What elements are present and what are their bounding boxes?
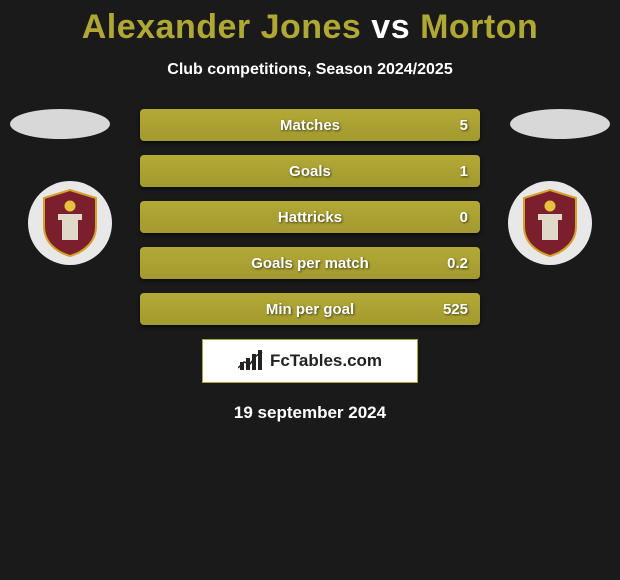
stat-value: 525: [443, 301, 468, 318]
club-crest-left: [28, 181, 112, 265]
page-title: Alexander Jones vs Morton: [0, 0, 620, 47]
stat-label: Matches: [280, 117, 340, 134]
stat-value: 0: [460, 209, 468, 226]
content-area: Matches 5 Goals 1 Hattricks 0 Goals per …: [0, 109, 620, 423]
stat-label: Goals: [289, 163, 331, 180]
subtitle: Club competitions, Season 2024/2025: [0, 61, 620, 79]
stat-value: 1: [460, 163, 468, 180]
stat-value: 5: [460, 117, 468, 134]
bar-chart-icon: [238, 350, 264, 372]
shield-icon: [40, 188, 100, 258]
stats-rows: Matches 5 Goals 1 Hattricks 0 Goals per …: [140, 109, 480, 325]
stat-value: 0.2: [447, 255, 468, 272]
title-vs: vs: [371, 8, 410, 46]
club-crest-right: [508, 181, 592, 265]
stat-row-matches: Matches 5: [140, 109, 480, 141]
stat-row-goals-per-match: Goals per match 0.2: [140, 247, 480, 279]
stat-label: Hattricks: [278, 209, 342, 226]
stat-label: Goals per match: [251, 255, 369, 272]
stat-row-hattricks: Hattricks 0: [140, 201, 480, 233]
player-b-placeholder-ellipse: [510, 109, 610, 139]
date-text: 19 september 2024: [0, 403, 620, 423]
shield-icon: [520, 188, 580, 258]
brand-box[interactable]: FcTables.com: [202, 339, 418, 383]
player-a-placeholder-ellipse: [10, 109, 110, 139]
brand-text: FcTables.com: [270, 351, 382, 371]
title-player-b: Morton: [420, 8, 538, 46]
stat-row-min-per-goal: Min per goal 525: [140, 293, 480, 325]
stat-label: Min per goal: [266, 301, 354, 318]
stat-row-goals: Goals 1: [140, 155, 480, 187]
title-player-a: Alexander Jones: [82, 8, 362, 46]
